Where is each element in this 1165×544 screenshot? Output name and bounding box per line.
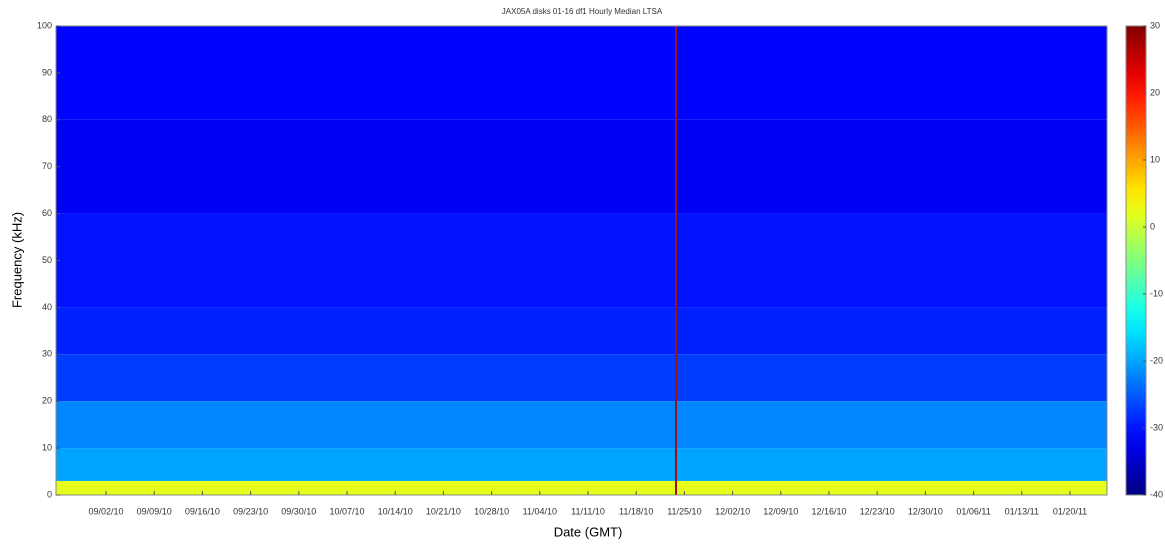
x-tick-label: 12/16/10 bbox=[811, 506, 846, 516]
y-tick-label: 70 bbox=[42, 161, 52, 171]
x-tick-label: 12/23/10 bbox=[860, 506, 895, 516]
heat-cell bbox=[56, 354, 1107, 402]
heat-cell bbox=[56, 119, 1107, 214]
y-tick-label: 20 bbox=[42, 396, 52, 406]
y-tick-label: 100 bbox=[37, 20, 52, 30]
colorbar-tick-label: -40 bbox=[1150, 489, 1163, 499]
y-tick-label: 50 bbox=[42, 255, 52, 265]
y-tick-label: 0 bbox=[47, 489, 52, 499]
colorbar-tick-label: 30 bbox=[1150, 20, 1160, 30]
x-tick-label: 09/30/10 bbox=[281, 506, 316, 516]
colorbar-tick-label: 20 bbox=[1150, 87, 1160, 97]
colorbar-tick-label: -10 bbox=[1150, 288, 1163, 298]
x-tick-label: 10/21/10 bbox=[426, 506, 461, 516]
x-tick-label: 09/16/10 bbox=[185, 506, 220, 516]
x-tick-label: 09/09/10 bbox=[137, 506, 172, 516]
heat-cell bbox=[56, 448, 1107, 481]
x-tick-label: 01/06/11 bbox=[956, 506, 990, 516]
x-tick-label: 11/25/10 bbox=[667, 506, 701, 516]
heat-cell bbox=[56, 26, 1107, 120]
y-tick-label: 10 bbox=[42, 442, 52, 452]
colorbar-tick-label: -30 bbox=[1150, 422, 1163, 432]
heat-cell bbox=[56, 213, 1107, 308]
x-tick-label: 11/18/10 bbox=[619, 506, 653, 516]
heat-cell bbox=[56, 307, 1107, 355]
chart-title: JAX05A disks 01-16 df1 Hourly Median LTS… bbox=[502, 7, 663, 16]
x-tick-label: 11/04/10 bbox=[523, 506, 557, 516]
colorbar-tick-label: -20 bbox=[1150, 355, 1163, 365]
x-tick-label: 09/23/10 bbox=[233, 506, 268, 516]
x-tick-label: 01/13/11 bbox=[1005, 506, 1039, 516]
heat-cell bbox=[56, 480, 1107, 495]
colorbar-tick-label: 10 bbox=[1150, 154, 1160, 164]
y-tick-label: 80 bbox=[42, 114, 52, 124]
x-tick-label: 10/14/10 bbox=[378, 506, 413, 516]
x-axis-label: Date (GMT) bbox=[554, 524, 623, 539]
heat-cell bbox=[56, 401, 1107, 449]
y-tick-label: 40 bbox=[42, 302, 52, 312]
colorbar-tick-label: 0 bbox=[1150, 221, 1155, 231]
y-tick-label: 30 bbox=[42, 349, 52, 359]
x-tick-label: 12/30/10 bbox=[908, 506, 943, 516]
x-tick-label: 10/28/10 bbox=[474, 506, 509, 516]
y-tick-label: 90 bbox=[42, 67, 52, 77]
colorbar bbox=[1125, 25, 1147, 496]
x-tick-label: 11/11/10 bbox=[571, 506, 605, 516]
x-tick-label: 12/02/10 bbox=[715, 506, 750, 516]
y-axis-label: Frequency (kHz) bbox=[9, 212, 24, 308]
x-tick-label: 12/09/10 bbox=[763, 506, 798, 516]
x-tick-label: 01/20/11 bbox=[1053, 506, 1087, 516]
x-tick-label: 10/07/10 bbox=[329, 506, 364, 516]
x-tick-label: 09/02/10 bbox=[88, 506, 123, 516]
y-tick-label: 60 bbox=[42, 208, 52, 218]
